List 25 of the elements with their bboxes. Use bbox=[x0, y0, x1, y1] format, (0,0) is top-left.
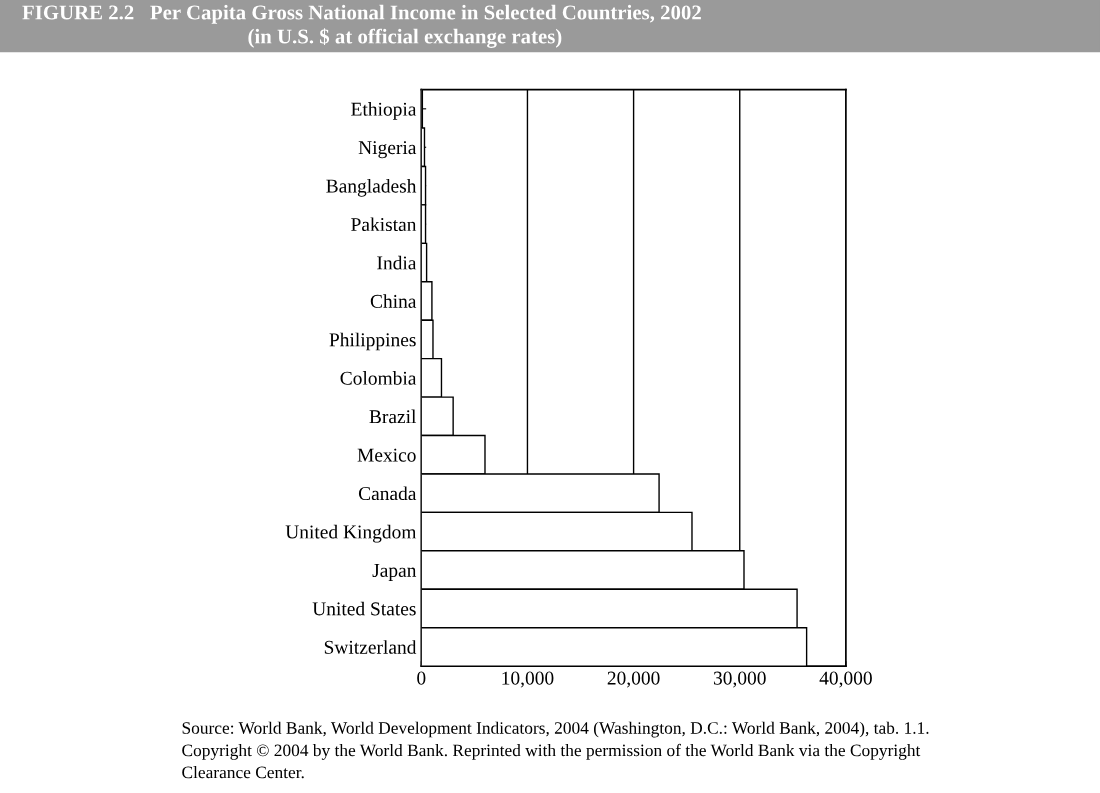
y-tick-label: Japan bbox=[372, 564, 417, 581]
y-tick-label: Ethiopia bbox=[351, 102, 417, 120]
y-tick-label: Nigeria bbox=[358, 141, 417, 159]
y-tick-label: Mexico bbox=[357, 448, 416, 462]
x-tick-label: 40,000 bbox=[819, 671, 872, 688]
x-tick-label: 10,000 bbox=[502, 671, 554, 688]
y-tick-label: India bbox=[377, 255, 417, 270]
y-tick-label: Philippines bbox=[329, 332, 416, 351]
y-tick-label: United States bbox=[312, 601, 416, 616]
chart-subtitle: (in U.S. $ at official exchange rates) bbox=[248, 28, 562, 48]
y-tick-label: Switzerland bbox=[324, 640, 417, 654]
y-tick-label: Brazil bbox=[369, 409, 417, 424]
chart-title: FIGURE 2.2 Per Capita Gross National Income in Selected Countries, 2002 bbox=[22, 4, 701, 24]
text: Clearance Center. bbox=[182, 766, 304, 779]
y-tick-label: China bbox=[370, 294, 417, 308]
y-tick-label: United Kingdom bbox=[285, 524, 417, 543]
x-tick-label: 0 bbox=[417, 671, 426, 685]
x-tick-label: 30,000 bbox=[713, 671, 766, 688]
y-tick-label: Bangladesh bbox=[326, 178, 417, 197]
text: Copyright © 2004 by the World Bank. Reprinted with the permission of the World Bank via the Copyright bbox=[182, 743, 921, 760]
y-tick-label: Canada bbox=[358, 486, 417, 501]
y-tick-label: Pakistan bbox=[351, 217, 417, 232]
source-note: Source: World Bank, World Development Indicators, 2004 (Washington, D.C.: World Bank, 2004), tab. 1.1. bbox=[182, 721, 929, 738]
y-tick-label: Colombia bbox=[340, 371, 417, 385]
x-tick-label: 20,000 bbox=[607, 671, 660, 688]
